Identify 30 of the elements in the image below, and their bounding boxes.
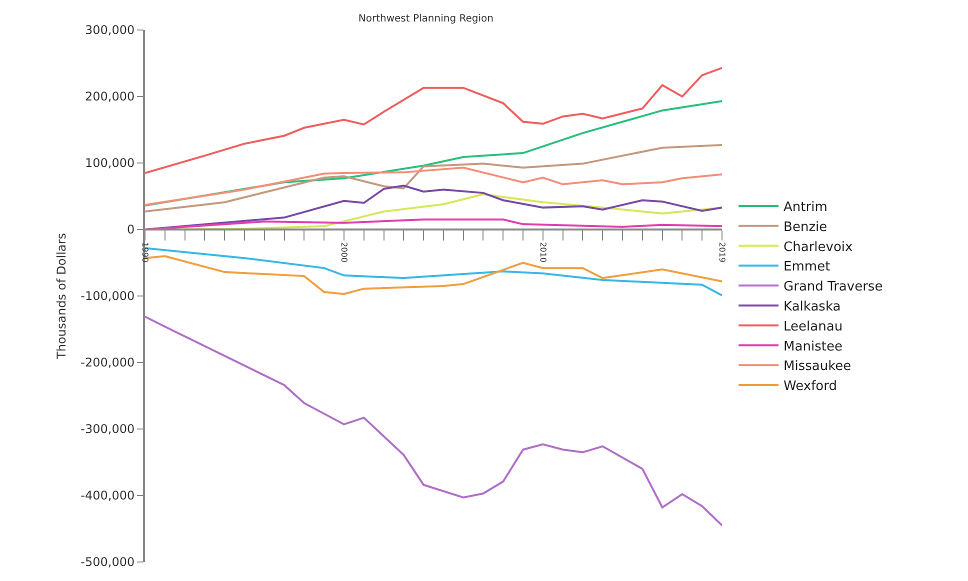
- x-tick-label: 2019: [717, 242, 726, 262]
- y-tick-label: 200,000: [84, 90, 135, 104]
- legend-label: Kalkaska: [784, 300, 841, 315]
- line-series: [145, 316, 722, 526]
- y-axis-title: Thousands of Dollars: [54, 233, 68, 360]
- line-series: [145, 66, 722, 174]
- y-tick-label: -100,000: [80, 289, 135, 304]
- line-series: [145, 100, 722, 207]
- legend-label: Missaukee: [784, 359, 852, 374]
- y-tick-label: 0: [126, 222, 135, 237]
- y-tick-label: 100,000: [84, 156, 135, 170]
- legend-label: Charlevoix: [784, 240, 854, 255]
- legend-label: Leelanau: [784, 319, 843, 334]
- y-tick-label: 300,000: [84, 23, 135, 38]
- legend-label: Antrim: [784, 200, 828, 216]
- y-tick-label: -300,000: [80, 422, 135, 436]
- y-tick-label: -500,000: [80, 555, 135, 570]
- chart-title: Northwest Planning Region: [358, 14, 494, 25]
- y-tick-label: -200,000: [80, 356, 135, 370]
- line-series: [145, 166, 722, 206]
- legend-label: Grand Traverse: [784, 280, 883, 295]
- y-tick-label: -400,000: [80, 488, 135, 503]
- legend-label: Wexford: [784, 379, 838, 394]
- line-series: [145, 144, 722, 213]
- legend-label: Benzie: [784, 220, 828, 235]
- legend-label: Emmet: [784, 260, 830, 275]
- x-tick-label: 2010: [538, 242, 548, 262]
- legend-label: Manistee: [784, 339, 842, 354]
- x-tick-label: 2000: [339, 242, 348, 262]
- x-tick-label: 1990: [140, 242, 150, 262]
